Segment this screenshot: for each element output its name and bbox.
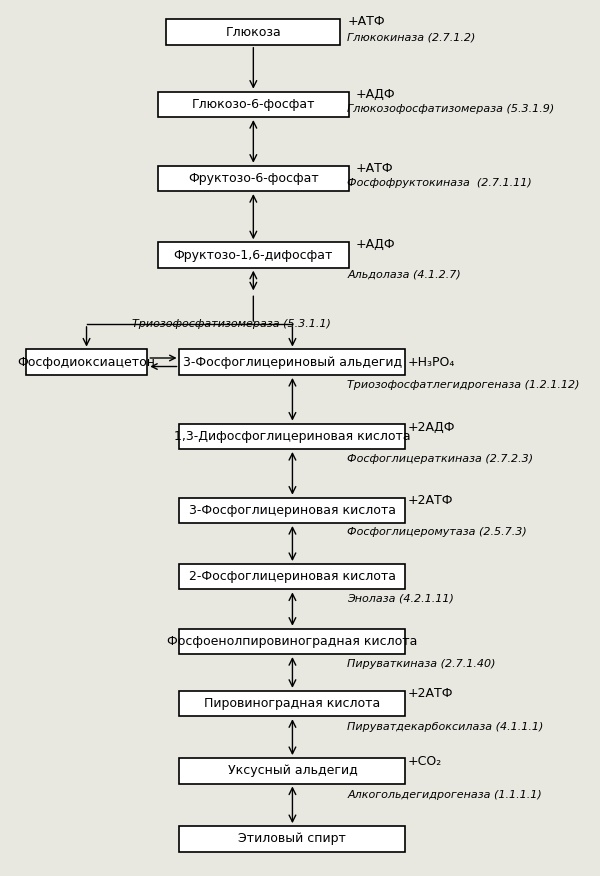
Text: Фосфоглицеромутаза (2.5.7.3): Фосфоглицеромутаза (2.5.7.3) <box>347 527 527 538</box>
Bar <box>179 691 406 717</box>
Text: +АДФ: +АДФ <box>356 88 395 101</box>
Text: 3-Фосфоглицериновый альдегид: 3-Фосфоглицериновый альдегид <box>183 356 402 369</box>
Text: Алкогольдегидрогеназа (1.1.1.1): Алкогольдегидрогеназа (1.1.1.1) <box>347 789 542 800</box>
Text: 1,3-Дифосфоглицериновая кислота: 1,3-Дифосфоглицериновая кислота <box>174 430 411 442</box>
Text: +Н₃РО₄: +Н₃РО₄ <box>408 356 455 369</box>
Text: Пируватдекарбоксилаза (4.1.1.1): Пируватдекарбоксилаза (4.1.1.1) <box>347 722 544 731</box>
Text: Фруктозо-6-фосфат: Фруктозо-6-фосфат <box>188 172 319 185</box>
Text: Фосфофруктокиназа  (2.7.1.11): Фосфофруктокиназа (2.7.1.11) <box>347 178 532 187</box>
Text: +2АТФ: +2АТФ <box>408 687 454 700</box>
Text: Этиловый спирт: Этиловый спирт <box>238 832 346 845</box>
Text: +СО₂: +СО₂ <box>408 755 442 768</box>
Text: Пируваткиназа (2.7.1.40): Пируваткиназа (2.7.1.40) <box>347 660 496 669</box>
Text: 2-Фосфоглицериновая кислота: 2-Фосфоглицериновая кислота <box>189 570 396 583</box>
Text: Альдолаза (4.1.2.7): Альдолаза (4.1.2.7) <box>347 270 461 279</box>
Bar <box>179 498 406 523</box>
Text: +АДФ: +АДФ <box>356 238 395 251</box>
Bar <box>158 166 349 191</box>
Bar <box>158 243 349 268</box>
Bar <box>158 92 349 117</box>
Bar <box>26 350 148 375</box>
Text: Фосфоенолпировиноградная кислота: Фосфоенолпировиноградная кислота <box>167 635 418 648</box>
Text: Глюкозо-6-фосфат: Глюкозо-6-фосфат <box>191 98 315 111</box>
Bar <box>179 629 406 654</box>
Text: Уксусный альдегид: Уксусный альдегид <box>227 764 358 777</box>
Bar <box>179 758 406 783</box>
Text: Пировиноградная кислота: Пировиноградная кислота <box>205 697 380 710</box>
Bar <box>179 423 406 449</box>
Text: +АТФ: +АТФ <box>347 15 385 28</box>
Bar <box>179 826 406 851</box>
Text: Энолаза (4.2.1.11): Энолаза (4.2.1.11) <box>347 594 454 604</box>
Text: +2АТФ: +2АТФ <box>408 494 454 506</box>
Text: Триозофосфатизомераза (5.3.1.1): Триозофосфатизомераза (5.3.1.1) <box>132 319 331 329</box>
Text: Фосфоглицераткиназа (2.7.2.3): Фосфоглицераткиназа (2.7.2.3) <box>347 455 533 464</box>
Bar <box>179 564 406 590</box>
Text: Фосфодиоксиацетон: Фосфодиоксиацетон <box>17 356 155 369</box>
Text: +АТФ: +АТФ <box>356 162 394 174</box>
Text: Глюкоза: Глюкоза <box>226 25 281 39</box>
Text: 3-Фосфоглицериновая кислота: 3-Фосфоглицериновая кислота <box>189 504 396 517</box>
Text: +2АДФ: +2АДФ <box>408 421 455 434</box>
Bar <box>166 19 340 45</box>
Text: Фруктозо-1,6-дифосфат: Фруктозо-1,6-дифосфат <box>173 249 333 262</box>
Text: Глюкокиназа (2.7.1.2): Глюкокиназа (2.7.1.2) <box>347 32 476 42</box>
Text: Триозофосфатлегидрогеназа (1.2.1.12): Триозофосфатлегидрогеназа (1.2.1.12) <box>347 380 580 390</box>
Bar <box>179 350 406 375</box>
Text: Глюкозофосфатизомераза (5.3.1.9): Глюкозофосфатизомераза (5.3.1.9) <box>347 103 554 114</box>
